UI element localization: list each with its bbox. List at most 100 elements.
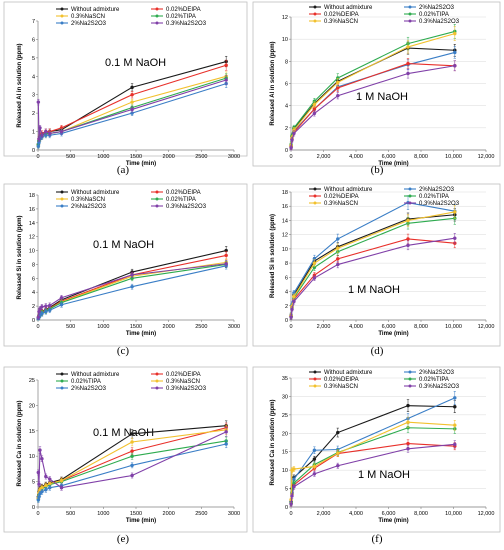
x-tick-label: 6,000 — [382, 154, 396, 160]
legend: Without admixture 2%Na2S2O3 0.02%DEIPA 0.02… — [309, 5, 460, 25]
legend-entry: Without admixture — [71, 372, 120, 378]
legend-entry: 0.02%DEIPA — [166, 372, 201, 378]
data-point — [224, 261, 228, 266]
data-point — [40, 305, 44, 309]
x-axis-label: Time (min) — [378, 518, 408, 524]
legend-entry: 0.3%NaSCN — [71, 14, 105, 20]
x-tick-label: 500 — [66, 154, 75, 160]
chart-panel-2: 0 2 4 6 8 10 12 14 16 18 0 500 1000 1500 2000 2500 3000 T… — [3, 183, 248, 357]
legend-marker — [60, 21, 64, 25]
legend-entry: 0.02%DEIPA — [166, 190, 201, 196]
x-tick-label: 2500 — [195, 154, 207, 160]
y-tick-label: 5 — [32, 56, 35, 62]
data-point — [312, 107, 317, 111]
condition-annotation: 0.1 M NaOH — [105, 57, 166, 69]
data-point — [224, 442, 228, 446]
legend-marker — [408, 370, 412, 374]
data-point — [59, 129, 64, 134]
legend-marker — [60, 204, 64, 208]
legend-entry: 0.02%DEIPA — [324, 194, 359, 200]
legend-marker — [408, 12, 412, 16]
data-point — [224, 78, 228, 82]
legend-entry: 2%Na2S2O3 — [419, 5, 455, 11]
data-point — [312, 464, 317, 469]
y-axis-label: Released Al in solution (ppm) — [270, 41, 276, 125]
legend: Without admixture 2%Na2S2O3 0.02%DEIPA 0.02… — [309, 187, 460, 207]
data-point — [130, 85, 134, 90]
y-tick-label: 4 — [285, 290, 288, 296]
y-tick-label: 10 — [29, 454, 35, 460]
panel-label: (a) — [117, 164, 130, 176]
y-tick-label: 35 — [282, 376, 288, 382]
x-tick-label: 2000 — [163, 511, 175, 517]
data-point — [130, 107, 134, 112]
legend-marker — [155, 372, 159, 376]
condition-annotation: 1 M NaOH — [358, 469, 410, 481]
y-tick-label: 8 — [285, 59, 288, 65]
y-tick-label: 6 — [32, 37, 35, 43]
y-tick-label: 16 — [282, 204, 288, 210]
series-0.3%Na2S2O3 — [289, 440, 457, 507]
data-point — [453, 31, 457, 36]
legend-marker — [60, 7, 64, 11]
data-point — [224, 63, 228, 67]
x-axis-label: Time (min) — [126, 331, 156, 337]
x-tick-label: 2500 — [195, 511, 207, 517]
data-point — [336, 262, 340, 267]
legend-marker — [155, 386, 159, 390]
data-point — [289, 502, 293, 506]
y-tick-label: 4 — [285, 104, 288, 110]
legend-marker — [155, 197, 159, 201]
data-point — [44, 304, 48, 308]
data-point — [130, 100, 134, 104]
data-point — [292, 294, 296, 299]
legend-marker — [60, 379, 64, 383]
legend-marker — [313, 201, 317, 205]
data-point — [130, 463, 134, 468]
x-tick-label: 12,000 — [478, 324, 495, 330]
legend-marker — [408, 201, 412, 205]
y-axis-label: Released Si in solution (ppm) — [270, 214, 276, 298]
legend-marker — [313, 384, 317, 388]
data-point — [406, 243, 410, 248]
data-point — [130, 92, 134, 97]
y-tick-label: 10 — [282, 247, 288, 253]
x-tick-label: 4,000 — [349, 154, 363, 160]
y-tick-label: 2 — [285, 126, 288, 132]
legend-entry: 0.02%TIPA — [419, 377, 449, 383]
data-point — [453, 423, 457, 427]
data-point — [38, 448, 42, 452]
y-tick-label: 6 — [285, 82, 288, 88]
data-point — [312, 457, 317, 461]
chart-panel-1: 0 2 4 6 8 10 12 0 2,000 4,000 6,000 8,000 10,000 12,0… — [252, 1, 501, 176]
data-point — [59, 485, 64, 490]
y-tick-label: 25 — [29, 378, 35, 384]
data-point — [36, 100, 41, 104]
legend-entry: 0.02%TIPA — [419, 12, 449, 18]
data-point — [336, 237, 340, 241]
data-point — [290, 138, 294, 142]
data-point — [289, 315, 293, 319]
legend-marker — [313, 187, 317, 191]
data-point — [406, 237, 410, 241]
legend-marker — [313, 370, 317, 374]
panel-label: (e) — [117, 533, 130, 545]
data-point — [406, 61, 410, 66]
y-tick-label: 4 — [32, 74, 35, 80]
x-tick-label: 3000 — [228, 154, 240, 160]
legend-entry: 0.3%NaSCN — [324, 384, 358, 390]
x-tick-label: 2,000 — [317, 511, 331, 517]
x-tick-label: 2,000 — [317, 324, 331, 330]
data-point — [292, 467, 296, 471]
legend-entry: 0.3%Na2S2O3 — [166, 386, 207, 392]
legend-entry: 0.3%Na2S2O3 — [166, 204, 207, 210]
x-tick-label: 1000 — [97, 324, 109, 330]
legend: Without admixture 0.02%DEIPA 0.3%NaSCN 0.02… — [56, 190, 207, 210]
panel-label: (b) — [371, 164, 384, 176]
data-point — [44, 474, 48, 479]
data-point — [130, 473, 134, 478]
legend-entry: 0.02%DEIPA — [324, 12, 359, 18]
x-tick-label: 10,000 — [445, 324, 462, 330]
x-tick-label: 12,000 — [478, 511, 495, 517]
data-point — [38, 126, 42, 130]
